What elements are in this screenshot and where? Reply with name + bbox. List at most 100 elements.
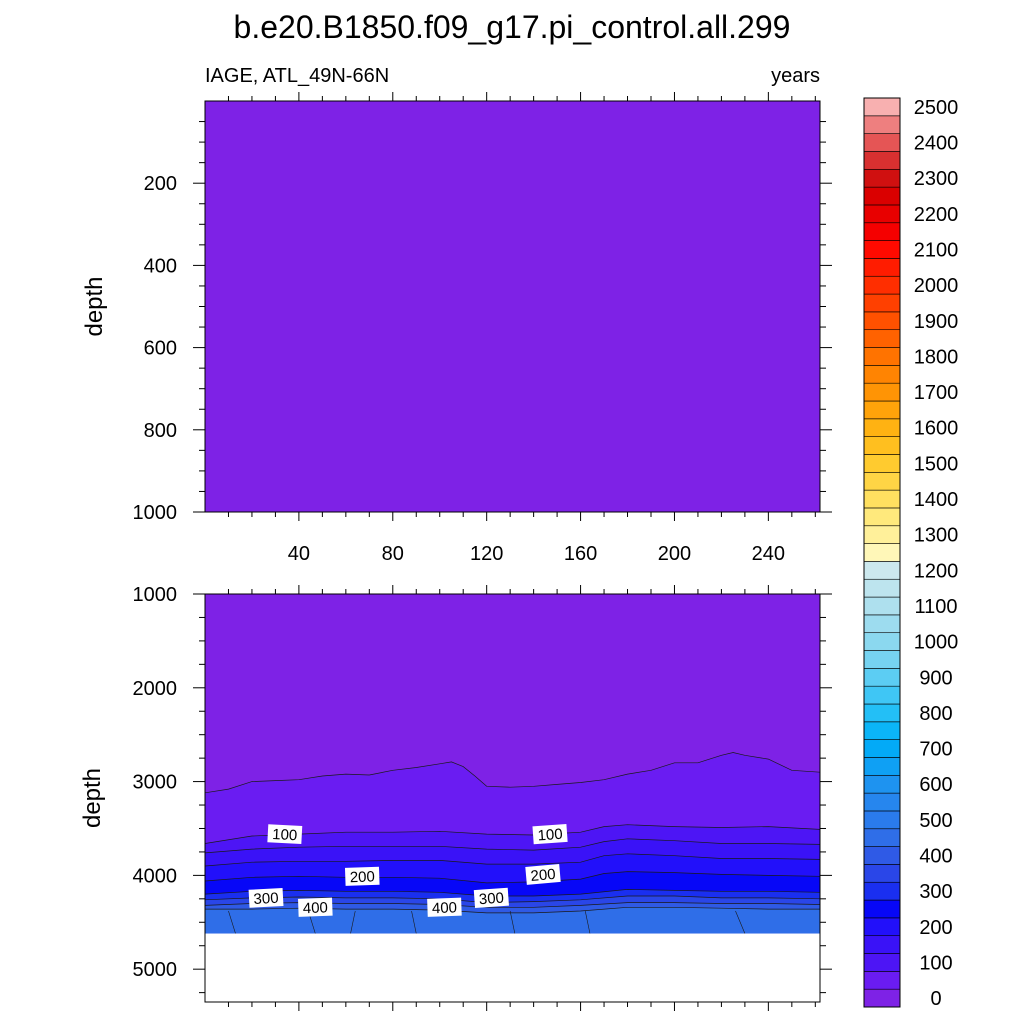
- colorbar-label-1200: 1200: [914, 560, 959, 582]
- lower-contour-label-1: 100: [532, 823, 568, 845]
- colorbar-label-1800: 1800: [914, 346, 959, 368]
- lower-deep-contour-4: [509, 910, 516, 934]
- upper-ytick-label-800: 800: [144, 420, 177, 442]
- lower-missing-data-area: [205, 933, 820, 1002]
- lower-band-450: [205, 907, 820, 934]
- colorbar-box-40: [863, 275, 901, 295]
- colorbar-label-700: 700: [919, 739, 952, 761]
- lower-ytick-label-5000: 5000: [133, 959, 178, 981]
- lower-contour-50: [205, 752, 820, 794]
- subtitle-right: years: [771, 65, 820, 87]
- colorbar-box-44: [863, 204, 901, 224]
- upper-xtick-label-160: 160: [564, 543, 597, 565]
- colorbar: 0 100 200 300 400 500 600 700 800 900 1000 1100 1200…: [863, 97, 959, 1010]
- lower-contour-label-text-5: 300: [478, 890, 504, 909]
- upper-panel: 40 80 120 160 200 240 200 400 600 800 1000 depth: [81, 92, 832, 565]
- upper-xtick-label-120: 120: [470, 543, 503, 565]
- upper-xtick-label-80: 80: [382, 543, 404, 565]
- colorbar-box-23: [863, 578, 901, 598]
- colorbar-box-22: [863, 596, 901, 616]
- upper-fill-0: [205, 101, 820, 512]
- colorbar-box-49: [863, 115, 901, 134]
- colorbar-box-20: [863, 632, 901, 651]
- colorbar-box-33: [863, 400, 901, 420]
- colorbar-label-1000: 1000: [914, 632, 959, 654]
- lower-contour-label-text-2: 200: [350, 868, 376, 886]
- colorbar-box-36: [863, 347, 901, 366]
- colorbar-box-4: [863, 917, 901, 937]
- colorbar-label-300: 300: [919, 881, 952, 903]
- lower-contour-300: [205, 889, 820, 897]
- lower-ytick-label-4000: 4000: [133, 865, 178, 887]
- colorbar-box-34: [863, 382, 901, 402]
- colorbar-box-38: [863, 311, 901, 331]
- colorbar-box-43: [863, 222, 901, 241]
- colorbar-box-30: [863, 454, 901, 473]
- lower-contour-label-text-6: 400: [303, 899, 329, 917]
- colorbar-box-10: [863, 810, 901, 830]
- colorbar-label-1900: 1900: [914, 311, 959, 333]
- colorbar-label-800: 800: [919, 703, 952, 725]
- colorbar-box-8: [863, 846, 901, 865]
- lower-contour-label-text-1: 100: [537, 826, 563, 845]
- lower-panel: 100 100 200 200 300 300 400 400 1000 2000 3000 4000…: [79, 584, 832, 1011]
- lower-contour-label-box-1: [532, 823, 568, 845]
- upper-xtick-label-40: 40: [288, 543, 310, 565]
- lower-contour-label-4: 300: [248, 888, 284, 908]
- lower-contour-label-box-5: [473, 887, 509, 909]
- colorbar-label-1500: 1500: [914, 453, 959, 475]
- colorbar-label-2200: 2200: [914, 204, 959, 226]
- colorbar-box-7: [863, 864, 901, 883]
- upper-xtick-label-200: 200: [658, 543, 691, 565]
- colorbar-label-400: 400: [919, 846, 952, 868]
- lower-contour-label-0: 100: [267, 824, 303, 844]
- colorbar-label-2300: 2300: [914, 168, 959, 190]
- colorbar-box-14: [863, 739, 901, 758]
- colorbar-label-2500: 2500: [914, 97, 959, 119]
- colorbar-box-29: [863, 471, 901, 491]
- colorbar-box-26: [863, 525, 901, 544]
- upper-ylabel: depth: [81, 276, 108, 336]
- colorbar-box-13: [863, 757, 901, 776]
- upper-ytick-label-200: 200: [144, 173, 177, 195]
- colorbar-box-5: [863, 899, 901, 919]
- colorbar-box-18: [863, 668, 901, 687]
- lower-contour-label-box-4: [248, 888, 284, 908]
- colorbar-label-500: 500: [919, 810, 952, 832]
- colorbar-label-1400: 1400: [914, 489, 959, 511]
- lower-contour-label-box-0: [267, 824, 303, 844]
- colorbar-box-21: [863, 614, 901, 634]
- colorbar-box-9: [863, 828, 901, 847]
- upper-ytick-label-400: 400: [144, 255, 177, 277]
- colorbar-box-42: [863, 240, 901, 259]
- colorbar-box-45: [863, 186, 901, 206]
- lower-contour-label-5: 300: [473, 887, 509, 909]
- upper-ytick-label-600: 600: [144, 338, 177, 360]
- lower-contour-label-6: 400: [298, 897, 333, 917]
- lower-contour-label-3: 200: [525, 863, 561, 885]
- colorbar-box-15: [863, 721, 901, 740]
- lower-deep-contour-5: [584, 910, 591, 934]
- colorbar-box-12: [863, 774, 901, 794]
- figure-title: b.e20.B1850.f09_g17.pi_control.all.299: [234, 9, 791, 45]
- colorbar-label-900: 900: [919, 667, 952, 689]
- upper-ytick-label-1000: 1000: [133, 502, 178, 524]
- colorbar-box-19: [863, 650, 901, 669]
- colorbar-label-100: 100: [919, 952, 952, 974]
- colorbar-box-11: [863, 792, 901, 812]
- lower-deep-contour-0: [228, 910, 236, 934]
- colorbar-box-50: [863, 97, 901, 117]
- lower-ytick-label-1000: 1000: [133, 584, 178, 606]
- colorbar-label-600: 600: [919, 774, 952, 796]
- colorbar-label-200: 200: [919, 917, 952, 939]
- colorbar-label-0: 0: [930, 988, 941, 1010]
- lower-contour-200: [205, 853, 820, 867]
- colorbar-box-35: [863, 365, 901, 384]
- lower-contour-label-text-3: 200: [530, 866, 556, 885]
- upper-xtick-label-240: 240: [752, 543, 785, 565]
- colorbar-label-1600: 1600: [914, 418, 959, 440]
- lower-plot-area: 100 100 200 200 300 300 400 400: [205, 594, 820, 1002]
- lower-contour-label-text-0: 100: [272, 826, 298, 844]
- lower-contour-label-7: 400: [427, 897, 462, 917]
